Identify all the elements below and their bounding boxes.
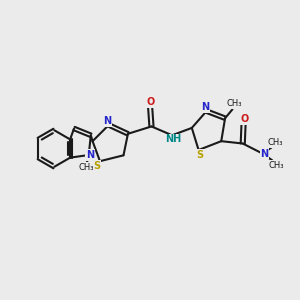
Text: NH: NH (165, 134, 181, 144)
Text: S: S (196, 150, 204, 160)
Text: N: N (86, 150, 94, 160)
Text: CH₃: CH₃ (78, 163, 94, 172)
Text: CH₃: CH₃ (269, 161, 284, 170)
Text: CH₃: CH₃ (226, 99, 242, 108)
Text: N: N (201, 102, 209, 112)
Text: N: N (103, 116, 112, 126)
Text: O: O (146, 97, 155, 107)
Text: S: S (93, 161, 100, 171)
Text: N: N (260, 148, 268, 158)
Text: O: O (241, 114, 249, 124)
Text: CH₃: CH₃ (268, 138, 283, 147)
